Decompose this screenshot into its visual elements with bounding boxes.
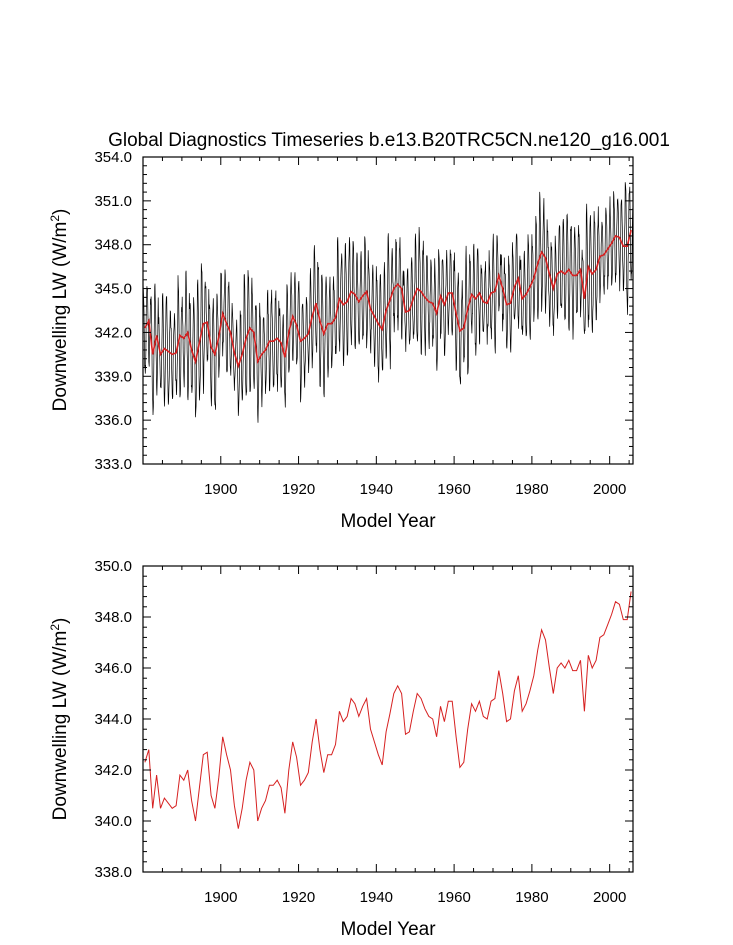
top-x-tick-label: 2000 xyxy=(593,481,626,498)
top-y-axis-title-end: ) xyxy=(50,209,71,215)
top-x-axis-title: Model Year xyxy=(340,511,436,532)
top-x-tick-label: 1940 xyxy=(360,481,393,498)
bottom-y-tick-label: 344.0 xyxy=(94,711,132,728)
top-panel: 1900 1920 1940 1960 1980 2000 333.0 336.0 339.0 3… xyxy=(48,149,634,532)
top-y-axis-title: Downwelling LW (W/m2) xyxy=(48,209,71,412)
bottom-y-tick-label: 340.0 xyxy=(94,813,132,830)
bottom-x-tick-label: 1960 xyxy=(437,889,470,906)
bottom-x-tick-label: 2000 xyxy=(593,889,626,906)
bottom-y-axis-title-text: Downwelling LW (W/m xyxy=(50,631,71,821)
bottom-panel-axes: 1900 1920 1940 1960 1980 2000 338.0 340.0 342.0 3… xyxy=(94,558,633,906)
top-y-tick-label: 339.0 xyxy=(94,368,132,385)
top-plot-frame xyxy=(142,156,634,465)
bottom-y-axis-title-end: ) xyxy=(50,618,71,624)
top-x-tick-label: 1980 xyxy=(515,481,548,498)
bottom-panel-data-layer xyxy=(144,591,632,829)
bottom-x-tick-label: 1920 xyxy=(282,889,315,906)
top-panel-axes: 1900 1920 1940 1960 1980 2000 333.0 336.0 339.0 3… xyxy=(94,149,633,498)
top-y-tick-label: 336.0 xyxy=(94,412,132,429)
bottom-y-axis-title: Downwelling LW (W/m2) xyxy=(48,618,71,821)
bottom-y-tick-label: 338.0 xyxy=(94,864,132,881)
bottom-x-tick-label: 1980 xyxy=(515,889,548,906)
top-y-tick-label: 348.0 xyxy=(94,237,132,254)
bottom-x-axis-title: Model Year xyxy=(340,919,436,940)
chart-title: Global Diagnostics Timeseries b.e13.B20T… xyxy=(108,130,670,151)
bottom-y-tick-label: 342.0 xyxy=(94,762,132,779)
top-y-tick-label: 354.0 xyxy=(94,149,132,166)
bottom-y-axis-title-superscript: 2 xyxy=(48,624,62,631)
top-x-tick-label: 1960 xyxy=(437,481,470,498)
bottom-plot-frame xyxy=(142,565,634,873)
top-y-tick-label: 333.0 xyxy=(94,456,132,473)
top-y-tick-label: 342.0 xyxy=(94,324,132,341)
top-panel-data-layer xyxy=(142,182,634,423)
bottom-x-tick-label: 1900 xyxy=(204,889,237,906)
bottom-panel: 1900 1920 1940 1960 1980 2000 338.0 340.0 342.0 3… xyxy=(48,558,634,940)
top-annual-mean-series-line xyxy=(144,229,632,369)
top-monthly-series-line xyxy=(142,182,634,423)
bottom-y-tick-label: 348.0 xyxy=(94,609,132,626)
bottom-y-tick-label: 346.0 xyxy=(94,660,132,677)
bottom-x-tick-label: 1940 xyxy=(360,889,393,906)
bottom-annual-mean-series-line xyxy=(144,591,632,829)
bottom-y-tick-label: 350.0 xyxy=(94,558,132,575)
top-y-axis-title-superscript: 2 xyxy=(48,215,62,222)
top-y-tick-label: 351.0 xyxy=(94,193,132,210)
top-x-tick-label: 1900 xyxy=(204,481,237,498)
top-y-tick-label: 345.0 xyxy=(94,281,132,298)
top-y-axis-title-text: Downwelling LW (W/m xyxy=(50,222,71,412)
top-x-tick-label: 1920 xyxy=(282,481,315,498)
